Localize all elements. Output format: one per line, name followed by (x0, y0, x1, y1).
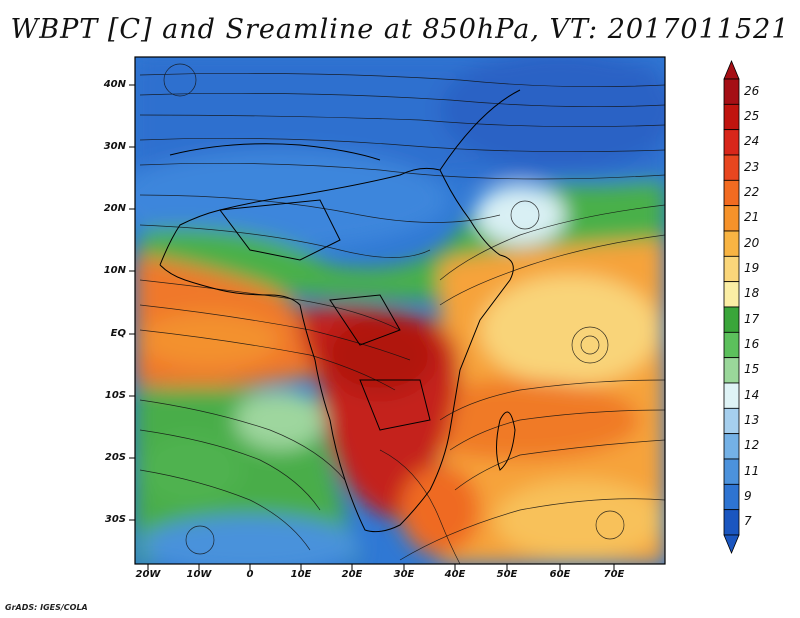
colorbar-label: 9 (744, 489, 752, 503)
lat-label-30s: 30S (104, 514, 126, 525)
lat-label-10s: 10S (104, 390, 126, 401)
colorbar-swatch (723, 483, 740, 511)
lon-label-20e: 20E (341, 569, 363, 580)
colorbar-swatch (723, 281, 740, 308)
colorbar-label: 14 (744, 387, 760, 402)
axis-ticks (129, 84, 615, 570)
lon-label-50e: 50E (496, 569, 518, 580)
colorbar-label: 26 (744, 83, 760, 98)
colorbar-label: 11 (744, 463, 760, 478)
lat-label-10n: 10N (103, 265, 126, 276)
colorbar-swatch (723, 306, 740, 333)
lon-label-10e: 10E (290, 569, 312, 580)
lat-label-eq: EQ (110, 328, 126, 339)
colorbar-label: 18 (744, 286, 760, 301)
lon-label-40e: 40E (444, 569, 466, 580)
colorbar-swatch (723, 154, 740, 181)
colorbar-top-arrow (723, 59, 740, 80)
colorbar-label: 7 (744, 514, 752, 529)
lon-label-10w: 10W (186, 569, 212, 580)
credit-text: GrADS: IGES/COLA (5, 603, 88, 612)
colorbar-swatch (723, 407, 740, 435)
colorbar-label: 17 (744, 311, 760, 326)
lat-label-40n: 40N (103, 79, 126, 90)
colorbar-label: 22 (744, 185, 760, 199)
colorbar-swatch (723, 331, 740, 359)
colorbar-swatch (723, 255, 740, 283)
colorbar-swatch (723, 129, 740, 156)
colorbar-swatch (723, 179, 740, 207)
colorbar-label: 13 (744, 413, 760, 427)
wbpt-field (135, 57, 665, 564)
colorbar-swatch (723, 458, 740, 485)
lon-label-20w: 20W (135, 569, 161, 580)
colorbar-label: 24 (744, 134, 760, 149)
colorbar-swatch (723, 433, 740, 460)
colorbar-swatch (723, 78, 740, 105)
colorbar-label: 25 (744, 109, 760, 123)
colorbar (723, 59, 740, 555)
colorbar-bottom-arrow (723, 534, 740, 555)
streamlines (139, 63, 665, 564)
colorbar-swatch (723, 357, 740, 384)
coastlines (159, 89, 521, 533)
colorbar-label: 16 (744, 337, 760, 351)
colorbar-swatch (723, 103, 740, 131)
colorbar-label: 20 (744, 235, 760, 250)
colorbar-swatch (723, 230, 740, 257)
map-frame (134, 56, 666, 565)
lat-label-20n: 20N (103, 203, 126, 214)
colorbar-label: 21 (744, 210, 760, 225)
colorbar-label: 15 (744, 362, 760, 377)
colorbar-label: 12 (744, 438, 760, 453)
map-title: WBPT [C] and Sreamline at 850hPa, VT: 20… (10, 14, 790, 45)
lat-label-20s: 20S (104, 452, 126, 463)
colorbar-swatch (723, 382, 740, 409)
colorbar-label: 23 (744, 159, 760, 174)
colorbar-label: 19 (744, 261, 760, 275)
lon-label-30e: 30E (393, 569, 415, 580)
colorbar-swatch (723, 509, 740, 536)
lon-label-0: 0 (246, 569, 254, 580)
lon-label-60e: 60E (549, 569, 571, 580)
lon-label-70e: 70E (603, 569, 625, 580)
lat-label-30n: 30N (103, 141, 126, 152)
colorbar-swatch (723, 205, 740, 232)
